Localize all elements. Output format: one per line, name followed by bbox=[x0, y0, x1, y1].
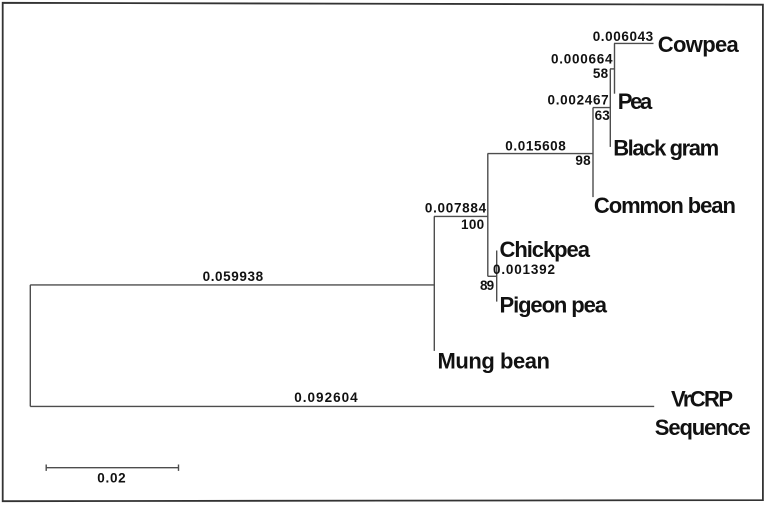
svg-text:Common bean: Common bean bbox=[594, 193, 736, 218]
svg-text:58: 58 bbox=[593, 66, 609, 81]
svg-text:Chickpea: Chickpea bbox=[500, 237, 591, 262]
svg-text:Pea: Pea bbox=[618, 89, 653, 114]
svg-text:89: 89 bbox=[480, 278, 494, 293]
svg-text:0.001392: 0.001392 bbox=[493, 262, 555, 277]
svg-text:100: 100 bbox=[461, 217, 484, 232]
svg-text:0.006043: 0.006043 bbox=[593, 29, 654, 44]
svg-text:0.02: 0.02 bbox=[97, 470, 126, 485]
svg-text:Cowpea: Cowpea bbox=[658, 32, 740, 57]
svg-text:VrCRP: VrCRP bbox=[671, 387, 733, 412]
svg-text:Mung bean: Mung bean bbox=[438, 348, 551, 373]
svg-text:Pigeon pea: Pigeon pea bbox=[500, 293, 608, 318]
svg-text:0.000664: 0.000664 bbox=[551, 51, 613, 66]
svg-text:98: 98 bbox=[575, 153, 591, 168]
svg-text:0.015608: 0.015608 bbox=[505, 139, 566, 154]
svg-text:Black gram: Black gram bbox=[613, 136, 719, 161]
svg-text:63: 63 bbox=[595, 108, 611, 123]
svg-text:0.007884: 0.007884 bbox=[425, 201, 487, 216]
svg-text:Sequence: Sequence bbox=[655, 415, 751, 440]
svg-text:0.059938: 0.059938 bbox=[203, 269, 264, 284]
svg-text:0.002467: 0.002467 bbox=[548, 93, 609, 108]
svg-text:0.092604: 0.092604 bbox=[294, 390, 358, 405]
